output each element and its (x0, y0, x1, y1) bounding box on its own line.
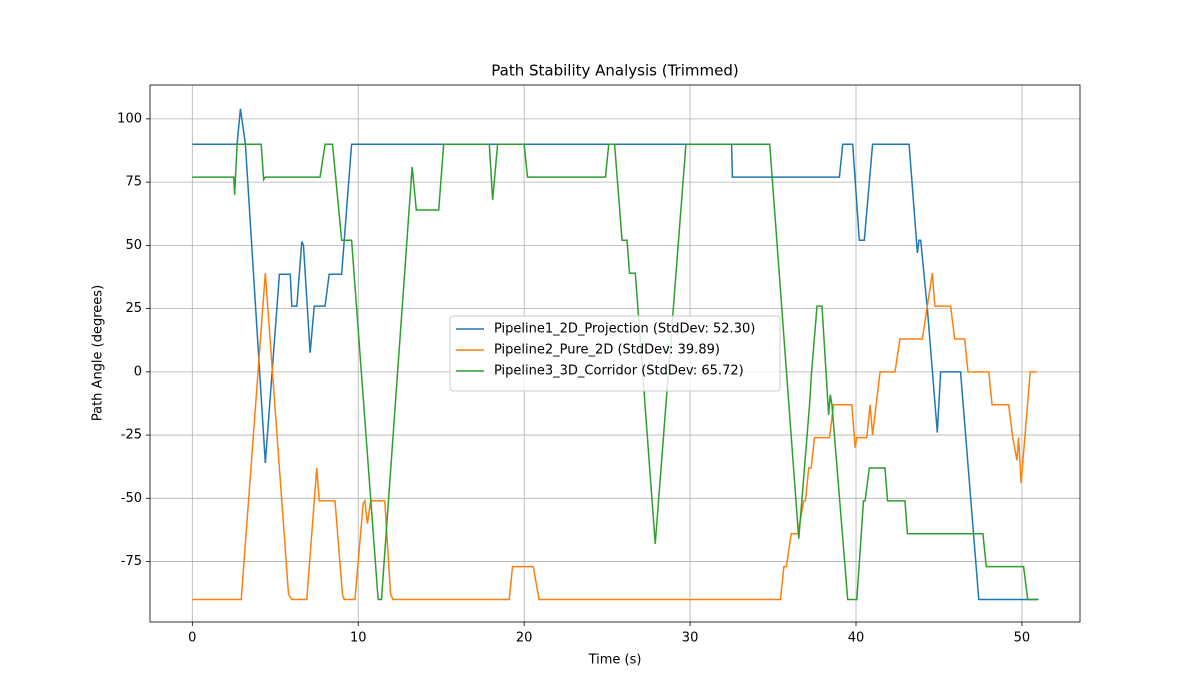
legend-box (449, 315, 781, 392)
y-tick-label: 100 (117, 111, 142, 126)
chart-title: Path Stability Analysis (Trimmed) (491, 62, 738, 80)
y-tick-label: -75 (121, 554, 142, 569)
y-axis-label: Path Angle (degrees) (91, 285, 106, 421)
legend-label: Pipeline2_Pure_2D (StdDev: 39.89) (494, 343, 720, 358)
legend-label: Pipeline3_3D_Corridor (StdDev: 65.72) (494, 364, 744, 379)
x-axis-label: Time (s) (588, 653, 642, 668)
y-tick-label: -25 (121, 428, 142, 443)
x-tick-label: 10 (350, 631, 367, 646)
x-tick-label: 50 (1014, 631, 1031, 646)
plot-frame (149, 84, 1081, 623)
y-tick-label: 25 (125, 301, 142, 316)
x-tick-label: 20 (516, 631, 533, 646)
x-tick-label: 40 (848, 631, 865, 646)
x-tick-label: 30 (682, 631, 699, 646)
y-tick-label: 50 (125, 238, 142, 253)
y-tick-label: 75 (125, 175, 142, 190)
legend: Pipeline1_2D_Projection (StdDev: 52.30) P… (449, 315, 781, 392)
legend-label: Pipeline1_2D_Projection (StdDev: 52.30) (494, 322, 755, 337)
data-line (192, 143, 1038, 601)
y-tick-label: 0 (134, 364, 142, 379)
y-tick-label: -50 (121, 491, 142, 506)
data-line (192, 273, 1037, 601)
x-tick-label: 0 (188, 631, 196, 646)
